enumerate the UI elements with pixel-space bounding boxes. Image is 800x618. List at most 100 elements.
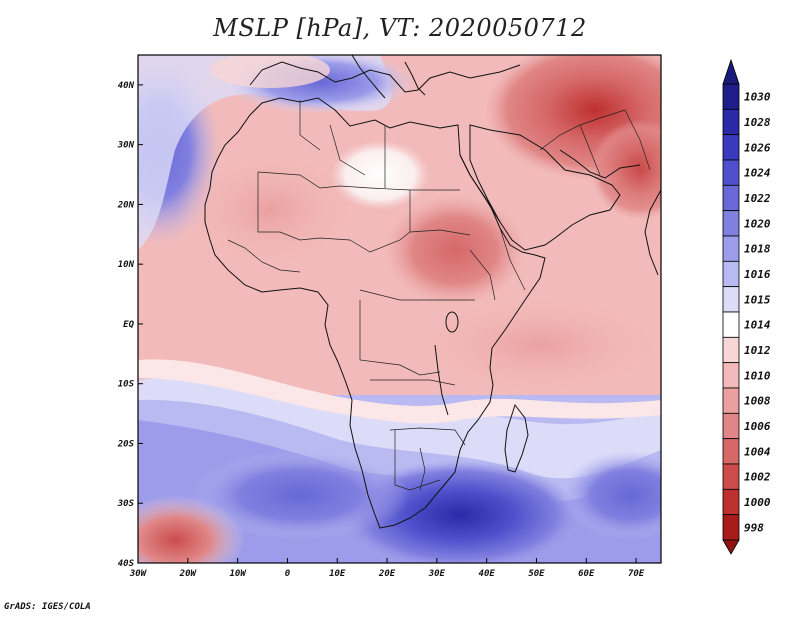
colorbar-label: 1022 <box>744 192 771 205</box>
europe-coast <box>249 61 521 93</box>
colorbar-segment <box>722 184 740 212</box>
lat-tick-label: 10N <box>118 260 135 270</box>
italy <box>351 55 386 99</box>
colorbar-label: 1010 <box>744 369 771 382</box>
madagascar <box>504 403 529 473</box>
colorbar-segment <box>722 514 740 541</box>
lat-tick-label: EQ <box>123 320 134 330</box>
band-1014-south <box>138 359 661 424</box>
colorbar-segment <box>722 311 740 338</box>
colorbar-label: 1000 <box>744 496 771 509</box>
colorbar-label: 1020 <box>744 217 771 230</box>
lon-tick-label: 60E <box>578 569 595 579</box>
colorbar-label: 1026 <box>744 141 771 154</box>
colorbar-segment <box>722 488 740 516</box>
lon-tick-label: 20E <box>378 569 396 579</box>
red-sea <box>459 154 501 223</box>
colorbar-label: 1016 <box>744 268 771 281</box>
colorbar-label: 1028 <box>744 116 771 129</box>
high-south-indian <box>560 450 661 540</box>
colorbar-segment <box>722 83 740 110</box>
colorbar-segment <box>722 108 740 136</box>
lon-tick-label: 70E <box>628 569 645 579</box>
persian-gulf <box>559 149 641 179</box>
colorbar-segment <box>722 438 740 465</box>
colorbar-label: 1030 <box>744 91 771 104</box>
lat-tick-label: 40N <box>118 81 135 91</box>
lat-tick-label: 40S <box>118 559 135 569</box>
colorbar: 1030 1028 1026 1024 1022 1020 1018 1016 1015 1014… <box>722 58 771 555</box>
lon-tick-label: 20W <box>179 569 198 579</box>
pressure-field <box>138 55 661 563</box>
colorbar-segment <box>722 336 740 364</box>
colorbar-label: 1014 <box>744 319 771 332</box>
colorbar-label: 1004 <box>744 445 771 458</box>
africa-coastline <box>204 97 546 529</box>
longitude-axis: 30W 20W 10W 0 10E 20E 30E 40E 50E 60E 70E <box>129 558 645 579</box>
border-southern <box>389 427 466 446</box>
low-sudan <box>385 195 525 305</box>
lon-tick-label: 10E <box>329 569 346 579</box>
lon-tick-label: 40E <box>479 569 496 579</box>
lon-tick-label: 0 <box>285 569 291 579</box>
country-borders <box>227 100 651 491</box>
border-west-sahel <box>257 172 351 241</box>
colorbar-segment <box>722 159 740 186</box>
lat-tick-label: 30S <box>117 499 135 509</box>
border-congo <box>359 300 441 376</box>
great-rift-lakes <box>434 344 449 416</box>
low-southwest-corner <box>138 495 245 563</box>
map-frame <box>137 54 662 564</box>
border-iran-pakistan <box>624 109 651 171</box>
border-guinea-coast <box>227 239 301 273</box>
colorbar-label: 1002 <box>744 471 771 484</box>
border-ethiopia-kenya <box>469 249 496 301</box>
lon-tick-label: 30E <box>428 569 446 579</box>
lon-tick-label: 30W <box>129 569 148 579</box>
colorbar-label: 998 <box>744 521 764 534</box>
colorbar-segment <box>722 387 740 414</box>
border-iraq-iran <box>579 124 601 176</box>
high-south-atlantic <box>190 450 410 540</box>
border-algeria-libya <box>329 124 366 176</box>
colorbar-label: 1024 <box>744 167 771 180</box>
border-angola-zambia <box>370 379 456 386</box>
pink-iberia <box>210 55 330 88</box>
colorbar-bottom-arrow <box>722 539 740 555</box>
lon-tick-label: 10W <box>229 569 247 579</box>
coastlines <box>204 55 661 529</box>
grads-credit: GrADS: IGES/COLA <box>4 602 91 612</box>
low-west-africa <box>180 150 360 270</box>
colorbar-segment <box>722 362 740 389</box>
border-lesotho <box>419 447 426 491</box>
lake-victoria <box>445 311 459 333</box>
lat-tick-label: 20N <box>117 200 135 210</box>
colorbar-segment <box>722 412 740 440</box>
colorbar-segment <box>722 235 740 262</box>
colorbar-label: 1008 <box>744 395 771 408</box>
colorbar-label: 1006 <box>744 420 771 433</box>
border-horn <box>499 227 526 291</box>
colorbar-top-arrow <box>722 58 740 85</box>
border-namibia-botswana <box>394 430 441 491</box>
low-arabia-east <box>590 120 661 220</box>
colorbar-label: 1012 <box>744 344 771 357</box>
lat-tick-label: 20S <box>117 439 135 449</box>
colorbar-segment <box>722 210 740 237</box>
figure-title: MSLP [hPa], VT: 2020050712 <box>213 14 587 42</box>
colorbar-segment <box>722 134 740 161</box>
colorbar-segment <box>722 286 740 313</box>
india-west-coast <box>644 189 661 276</box>
colorbar-segment <box>722 260 740 288</box>
lat-tick-label: 10S <box>118 380 135 390</box>
border-algeria-morocco <box>299 100 321 151</box>
colorbar-label: 1018 <box>744 243 771 256</box>
colorbar-segment <box>722 463 740 490</box>
latitude-axis: 40N 30N 20N 10N EQ 10S 20S 30S 40S <box>117 81 143 569</box>
lon-tick-label: 50E <box>528 569 545 579</box>
lat-tick-label: 30N <box>117 141 135 151</box>
low-indian-ocean <box>410 295 661 395</box>
arabia <box>469 124 621 251</box>
